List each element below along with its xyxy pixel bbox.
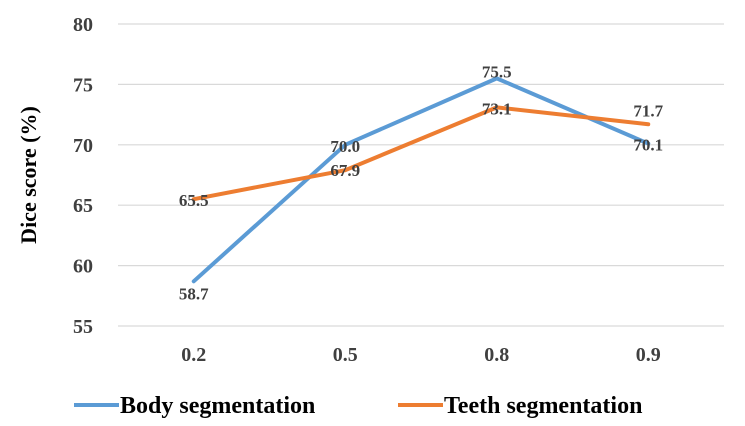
data-label: 71.7 [633, 101, 663, 120]
y-tick-label: 60 [73, 256, 93, 278]
y-tick-label: 70 [73, 135, 93, 157]
y-tick-label: 80 [73, 14, 93, 36]
data-label: 67.9 [330, 161, 360, 180]
series-line-0 [191, 76, 651, 284]
data-label: 70.1 [633, 136, 663, 155]
x-axis-ticks: 0.2 0.5 0.8 0.9 [181, 344, 661, 366]
data-label: 70.0 [330, 137, 360, 156]
data-label: 73.1 [482, 99, 512, 118]
series-lines [191, 76, 651, 284]
data-labels: 58.7 70.0 75.5 70.1 65.5 67.9 73.1 71.7 [179, 62, 664, 303]
x-tick-label: 0.5 [333, 344, 358, 366]
series-line-1 [191, 105, 651, 202]
x-tick-label: 0.9 [636, 344, 661, 366]
y-axis-label: Dice score (%) [16, 106, 41, 244]
x-tick-label: 0.2 [181, 344, 206, 366]
y-tick-label: 75 [73, 74, 93, 96]
data-label: 75.5 [482, 62, 512, 81]
gridlines [118, 23, 724, 327]
y-tick-label: 55 [73, 316, 93, 338]
x-tick-label: 0.8 [484, 344, 509, 366]
legend: Body segmentation Teeth segmentation [74, 393, 642, 419]
data-label: 65.5 [179, 191, 209, 210]
y-tick-label: 65 [73, 195, 93, 217]
legend-label: Body segmentation [120, 393, 315, 419]
data-label: 58.7 [179, 284, 209, 303]
y-axis-ticks: 55 60 65 70 75 80 [73, 14, 93, 338]
legend-label: Teeth segmentation [444, 393, 642, 419]
